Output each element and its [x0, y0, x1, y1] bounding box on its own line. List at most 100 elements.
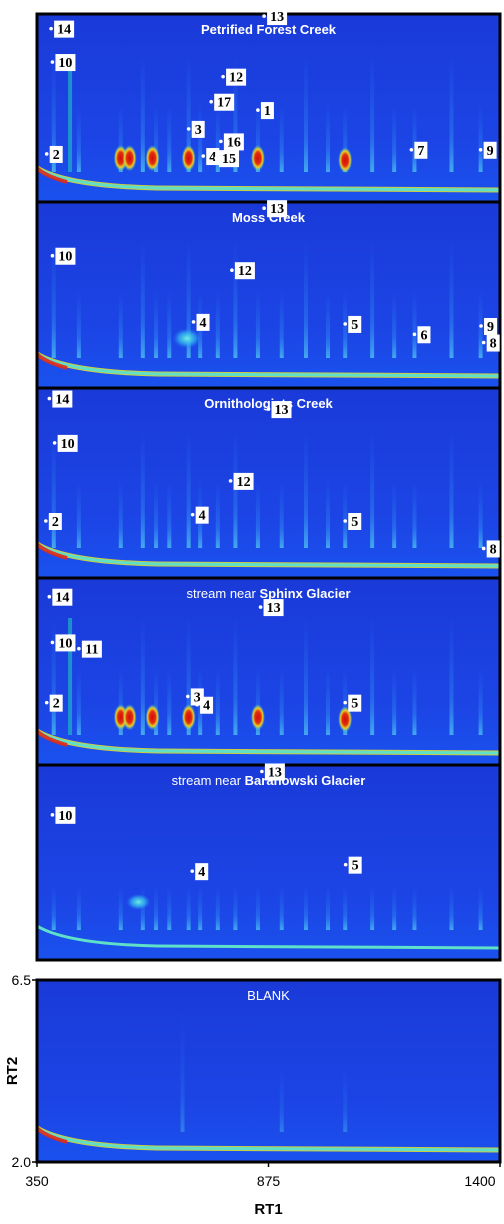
y-tick-label: 6.5: [12, 972, 32, 988]
peak-marker: [219, 139, 223, 144]
peak-marker: [50, 640, 55, 645]
compound-label: 10: [50, 806, 76, 824]
compound-label-text: 13: [275, 403, 289, 418]
peak-marker: [47, 594, 52, 599]
compound-label: 14: [47, 588, 73, 606]
compound-label-text: 16: [227, 135, 241, 150]
peak-marker: [209, 99, 213, 104]
x-tick-label: 350: [25, 1173, 49, 1189]
peak-marker: [190, 512, 195, 517]
compound-label-text: 4: [209, 150, 216, 165]
compound-label: 8: [481, 540, 500, 558]
compound-label: 16: [219, 133, 244, 151]
compound-label: 3: [186, 120, 205, 138]
compound-label-text: 10: [58, 636, 72, 651]
compound-label-text: 13: [270, 10, 284, 25]
compound-label: 4: [195, 696, 214, 714]
peak-marker: [47, 396, 52, 401]
compound-label: 15: [214, 150, 240, 168]
compound-label: 7: [409, 141, 428, 159]
compound-label-text: 10: [58, 56, 72, 71]
panel-blank: BLANK: [35, 978, 502, 1164]
y-axis-label: RT2: [4, 1057, 21, 1085]
compound-label: 12: [221, 68, 247, 86]
peak-marker: [230, 268, 234, 273]
compound-label-text: 14: [55, 393, 69, 408]
peak-marker: [262, 206, 266, 210]
compound-label: 4: [191, 313, 210, 331]
peak-marker: [50, 60, 55, 64]
compound-label: 2: [44, 694, 63, 712]
peak-marker: [412, 332, 417, 337]
compound-label: 2: [44, 145, 63, 163]
compound-label-text: 2: [53, 148, 60, 163]
compound-label: 13: [260, 763, 285, 781]
compound-label: 10: [50, 634, 76, 652]
panel-title: BLANK: [247, 988, 290, 1003]
panel-title: stream near Sphinx Glacier: [186, 586, 350, 601]
peak-marker: [343, 519, 348, 523]
compound-label: 10: [50, 54, 76, 72]
compound-label: 12: [228, 472, 254, 490]
peak-marker: [262, 14, 266, 18]
compound-label: 8: [481, 334, 500, 352]
compound-label-text: 4: [203, 699, 210, 714]
compound-label-text: 7: [417, 144, 424, 159]
compound-label: 9: [479, 318, 498, 335]
compound-label: 10: [52, 434, 78, 452]
compound-label: 12: [230, 262, 255, 280]
peak-marker: [481, 546, 486, 551]
x-tick-label: 875: [257, 1173, 281, 1189]
peak-marker: [52, 441, 57, 445]
compound-label-text: 14: [57, 23, 71, 38]
peak-marker: [195, 702, 199, 707]
peak-marker: [221, 74, 225, 79]
peak-marker: [266, 407, 271, 411]
compound-label: 5: [343, 315, 362, 333]
compound-label-text: 13: [267, 601, 281, 616]
peak-marker: [256, 108, 260, 112]
compound-label-text: 12: [238, 264, 252, 279]
compound-label-text: 9: [487, 320, 494, 335]
peak-marker: [44, 519, 48, 523]
peak-marker: [201, 154, 206, 158]
compound-label-text: 17: [217, 96, 231, 111]
compound-label-text: 6: [420, 328, 427, 343]
peak-marker: [44, 152, 49, 156]
axes: 6.5 2.0 350 875 1400 RT1 RT2: [4, 972, 501, 1218]
peak-marker: [228, 479, 233, 483]
compound-label-text: 13: [268, 766, 282, 781]
peak-marker: [481, 340, 486, 345]
compound-label-text: 5: [351, 318, 358, 333]
panel-title: Ornithologists Creek: [204, 396, 333, 411]
panel-ornithologists: Ornithologists Creek 14 13 10 12 4 2 5 8: [35, 386, 502, 580]
compound-label-text: 8: [490, 542, 497, 557]
compound-label-text: 11: [85, 643, 98, 658]
peak-marker: [258, 605, 263, 609]
peak-marker: [260, 769, 264, 774]
compound-label: 4: [190, 506, 209, 524]
peak-marker: [409, 147, 414, 152]
compound-label: 1: [256, 102, 274, 120]
peak-marker: [343, 862, 348, 867]
compound-label-text: 8: [490, 337, 497, 352]
compound-label-text: 10: [58, 809, 72, 824]
compound-label-text: 1: [264, 104, 271, 119]
compound-label-text: 4: [198, 865, 205, 880]
x-tick-label: 1400: [464, 1173, 495, 1189]
peak-marker: [478, 147, 483, 152]
compound-label-text: 5: [351, 697, 358, 712]
compound-label: 11: [77, 640, 102, 658]
compound-label: 13: [258, 599, 284, 617]
compound-label-text: 2: [53, 697, 60, 712]
compound-label-text: 5: [352, 859, 359, 874]
compound-label: 2: [44, 513, 62, 530]
panel-title: Petrified Forest Creek: [201, 22, 337, 37]
compound-label-text: 14: [55, 591, 69, 606]
compound-label: 6: [412, 326, 431, 344]
compound-label-text: 3: [194, 690, 201, 705]
peak-marker: [50, 813, 55, 817]
